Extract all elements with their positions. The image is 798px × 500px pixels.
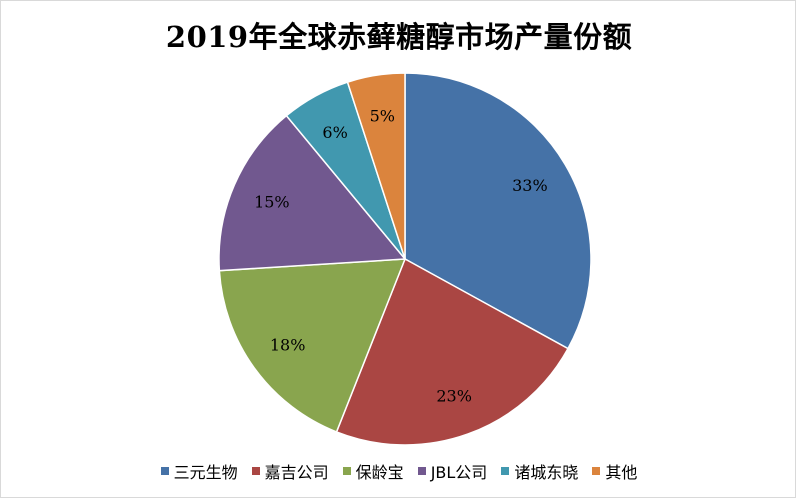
legend-label-2: 保龄宝 [355, 463, 404, 482]
pie-slice-2 [218, 258, 407, 433]
legend-label-1: 嘉吉公司 [264, 463, 329, 482]
legend-item-1: 嘉吉公司 [251, 459, 329, 483]
legend-label-5: 其他 [605, 463, 638, 482]
legend-item-0: 三元生物 [160, 459, 238, 483]
legend-label-0: 三元生物 [173, 463, 238, 482]
pie-slice-1 [335, 257, 570, 446]
legend-item-2: 保龄宝 [342, 459, 404, 483]
legend-swatch-1 [251, 467, 260, 475]
slice-label-4: 6% [322, 123, 347, 142]
legend-swatch-3 [417, 467, 426, 475]
legend-swatch-5 [592, 467, 601, 475]
slice-label-0: 33% [512, 176, 548, 195]
slice-label-2: 18% [270, 335, 306, 354]
legend-swatch-4 [501, 467, 510, 475]
legend-label-4: 诸城东晓 [514, 463, 579, 482]
legend-swatch-0 [160, 467, 169, 475]
pie-slice-5 [346, 72, 406, 260]
slice-label-5: 5% [370, 107, 395, 126]
pie-slice-3 [218, 114, 407, 272]
pie-slice-0 [404, 72, 592, 350]
chart-title: 2019年全球赤藓糖醇市场产量份额 [165, 20, 633, 54]
legend-item-3: JBL公司 [417, 459, 488, 483]
legend-item-5: 其他 [592, 459, 637, 483]
legend-swatch-2 [342, 467, 351, 475]
legend-label-3: JBL公司 [430, 463, 488, 482]
legend-item-4: 诸城东晓 [501, 459, 578, 483]
legend: 三元生物 嘉吉公司 保龄宝 JBL公司 诸城东晓 其他 [0, 459, 798, 483]
slice-label-1: 23% [436, 387, 472, 406]
slice-label-3: 15% [254, 192, 290, 211]
